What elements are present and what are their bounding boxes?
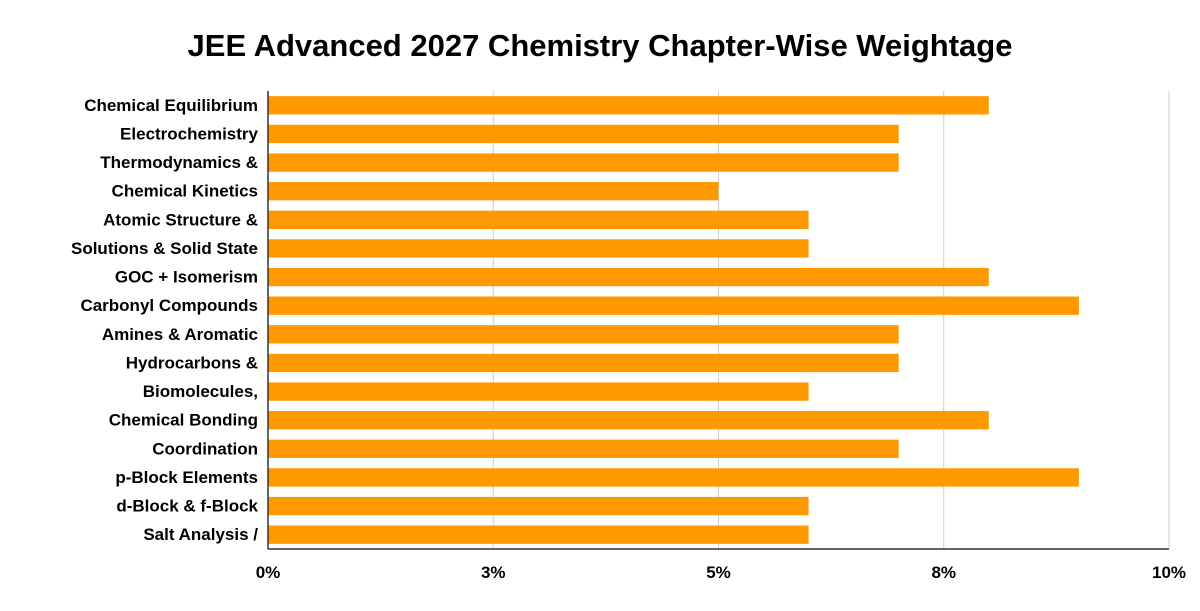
chart-title: JEE Advanced 2027 Chemistry Chapter-Wise… bbox=[187, 28, 1013, 63]
x-tick-label-2: 5% bbox=[706, 563, 731, 582]
x-tick-label-1: 3% bbox=[481, 563, 506, 582]
category-label-3: Chemical Kinetics bbox=[112, 182, 258, 201]
bar-10 bbox=[268, 382, 809, 401]
x-tick-label-3: 8% bbox=[931, 563, 956, 582]
bar-1 bbox=[268, 124, 899, 144]
category-label-10: Biomolecules, bbox=[143, 382, 258, 401]
category-label-0: Chemical Equilibrium bbox=[84, 96, 258, 115]
category-label-4: Atomic Structure & bbox=[103, 210, 258, 229]
category-label-9: Hydrocarbons & bbox=[126, 353, 258, 372]
category-label-13: p-Block Elements bbox=[115, 468, 258, 487]
category-label-6: GOC + Isomerism bbox=[115, 268, 258, 287]
category-label-14: d-Block & f-Block bbox=[116, 497, 258, 516]
bar-4 bbox=[268, 210, 809, 229]
bar-12 bbox=[268, 439, 899, 458]
category-label-2: Thermodynamics & bbox=[100, 153, 258, 172]
bar-8 bbox=[268, 325, 899, 344]
bar-3 bbox=[268, 182, 719, 201]
category-label-15: Salt Analysis / bbox=[143, 525, 258, 544]
x-tick-label-0: 0% bbox=[256, 563, 281, 582]
bar-6 bbox=[268, 267, 989, 287]
category-label-12: Coordination bbox=[152, 439, 258, 458]
bar-7 bbox=[268, 296, 1079, 315]
bar-2 bbox=[268, 153, 899, 172]
bar-14 bbox=[268, 496, 809, 516]
x-tick-label-4: 10% bbox=[1152, 563, 1186, 582]
bar-0 bbox=[268, 96, 989, 115]
category-label-8: Amines & Aromatic bbox=[102, 325, 258, 344]
bar-15 bbox=[268, 525, 809, 544]
category-label-5: Solutions & Solid State bbox=[71, 239, 258, 258]
bar-13 bbox=[268, 468, 1079, 487]
bar-9 bbox=[268, 353, 899, 373]
bar-11 bbox=[268, 411, 989, 430]
category-label-1: Electrochemistry bbox=[120, 124, 258, 143]
category-label-7: Carbonyl Compounds bbox=[80, 296, 258, 315]
category-label-11: Chemical Bonding bbox=[109, 411, 258, 430]
bar-5 bbox=[268, 239, 809, 258]
